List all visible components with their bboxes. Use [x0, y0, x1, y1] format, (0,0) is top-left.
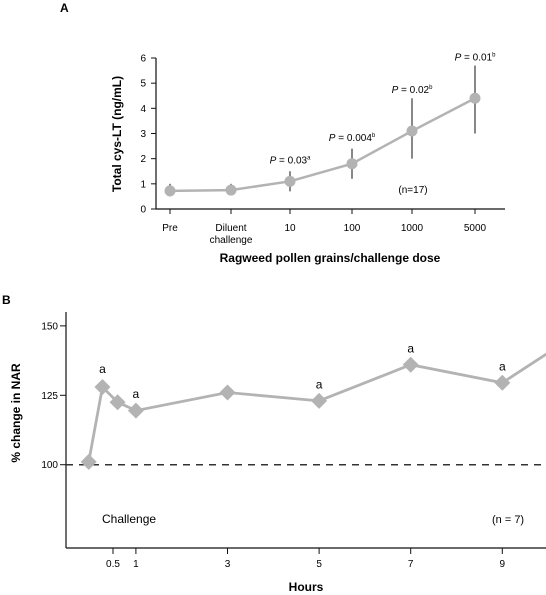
- panel-b-significance-label: a: [499, 359, 506, 373]
- panel-b-significance-label: a: [99, 362, 106, 376]
- panel-a-point: [346, 158, 358, 170]
- panel-a-y-tick-label: 3: [140, 129, 146, 140]
- panel-a-y-tick-label: 6: [140, 54, 146, 65]
- panel-b-diamond-marker: [219, 384, 236, 401]
- panel-b-diamond-marker: [80, 453, 97, 470]
- panel-b-diamond-marker: [402, 356, 419, 373]
- panel-b-diamond-marker: [311, 392, 328, 409]
- panel-b-y-axis-title: % change in NAR: [9, 363, 23, 463]
- panel-a-p-value-label: P = 0.02b: [392, 85, 434, 96]
- panel-a-y-tick-label: 4: [140, 104, 146, 115]
- panel-b-significance-label: a: [316, 377, 323, 391]
- panel-a-y-tick-label: 2: [140, 154, 146, 165]
- panel-a-x-tick-label: 10: [284, 223, 296, 234]
- panel-b-y-ticks: 100 125 150: [41, 321, 66, 471]
- panel-a-series-line: [169, 97, 476, 193]
- panel-a-x-tick-label: 1000: [401, 223, 424, 234]
- panel-a-x-axis-title: Ragweed pollen grains/challenge dose: [220, 251, 441, 265]
- panel-b-diamond-marker: [494, 374, 511, 391]
- panel-b-x-ticks: 0.51357911: [106, 548, 506, 570]
- panel-a-x-tick-label: 5000: [464, 223, 487, 234]
- panel-a-annotations: P = 0.03a P = 0.004b P = 0.02b P = 0.01b: [270, 53, 497, 167]
- panel-b-x-tick-label: 0.5: [106, 559, 120, 570]
- panel-a-series: [164, 65, 481, 197]
- panel-a-point: [225, 184, 237, 196]
- panel-b-diamond-marker: [94, 378, 111, 395]
- panel-b-y-tick-label: 150: [41, 321, 58, 332]
- panel-a-y-tick-label: 5: [140, 79, 146, 90]
- panel-a-point: [164, 185, 176, 197]
- panel-a-p-value-label: P = 0.01b: [455, 53, 497, 64]
- panel-b-series-line: [87, 352, 546, 463]
- panel-a-p-value-label: P = 0.03a: [270, 156, 312, 167]
- panel-b-y-tick-label: 125: [41, 391, 58, 402]
- panel-b-x-tick-label: 5: [316, 559, 322, 570]
- panel-a-x-tick-label: challenge: [210, 235, 253, 246]
- panel-b-x-tick-label: 3: [225, 559, 231, 570]
- panel-b-x-axis-title: Hours: [289, 580, 324, 594]
- panel-a-p-value-label: P = 0.004b: [329, 133, 376, 144]
- panel-b-y-tick-label: 100: [41, 460, 58, 471]
- panel-b-x-tick-label: 7: [408, 559, 414, 570]
- panel-a-point: [284, 175, 296, 187]
- panel-b-diamond-marker: [127, 402, 144, 419]
- panel-a-x-tick-label: Diluent: [215, 223, 246, 234]
- panel-b-significance-labels: a a a a a: [99, 341, 506, 401]
- panel-b-significance-label: a: [133, 387, 140, 401]
- panel-a-y-tick-label: 0: [140, 205, 146, 216]
- panel-a-y-tick-label: 1: [140, 179, 146, 190]
- panel-a-y-ticks: 0 1 2 3 4 5 6: [140, 54, 156, 216]
- panel-b-diamond-marker: [109, 394, 126, 411]
- panel-a-point: [406, 125, 418, 137]
- panel-a-letter: A: [60, 1, 69, 15]
- panel-b-series: [80, 352, 546, 470]
- panel-a-x-tick-label: Pre: [162, 223, 178, 234]
- panel-b-significance-label: a: [407, 341, 414, 355]
- panel-a-n-note: (n=17): [398, 185, 427, 196]
- panel-a-point: [469, 92, 481, 104]
- panel-a-x-tick-label: 100: [344, 223, 361, 234]
- panel-b-x-tick-label: 1: [133, 559, 139, 570]
- panel-a-y-axis-title: Total cys-LT (ng/mL): [110, 76, 124, 192]
- panel-b-letter: B: [2, 293, 11, 307]
- panel-b-x-tick-label: 9: [500, 559, 506, 570]
- panel-b-challenge-label: Challenge: [102, 512, 156, 526]
- panel-b-n-note: (n = 7): [492, 514, 524, 526]
